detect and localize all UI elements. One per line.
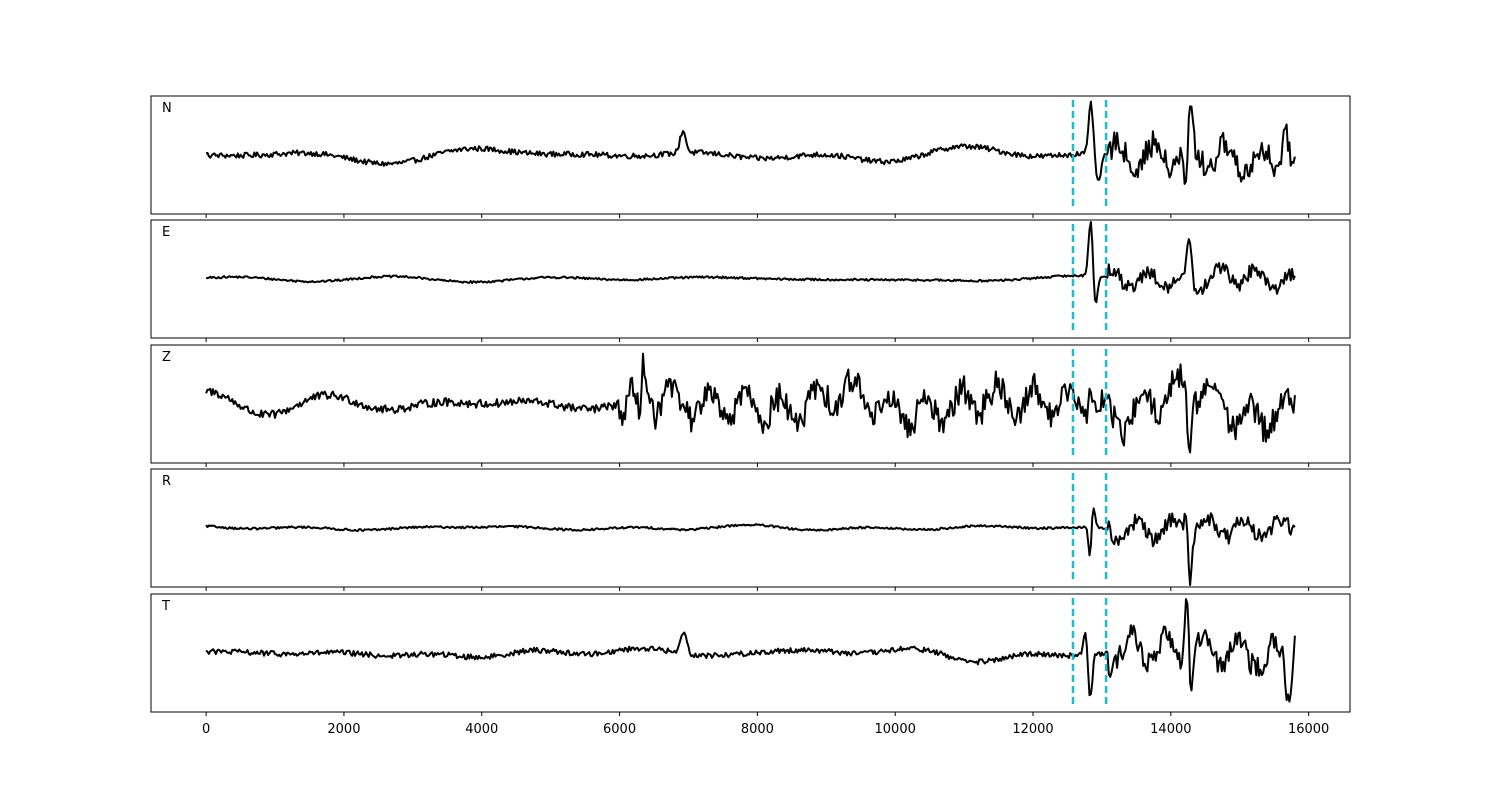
trace-line	[205, 507, 1296, 586]
x-tick-label: 8000	[741, 722, 774, 737]
x-axis: 0 2000 4000 6000 8000 10000 12000 14000 16000	[202, 722, 1329, 737]
x-tick-label: 12000	[1012, 722, 1053, 737]
panel-label: R	[162, 474, 171, 489]
x-tick-label: 4000	[465, 722, 498, 737]
x-tick-label: 2000	[327, 722, 360, 737]
panel-label: T	[161, 599, 170, 614]
panel-t: T	[150, 593, 1351, 716]
x-tick-label: 14000	[1150, 722, 1191, 737]
panel-frame	[150, 219, 1351, 339]
panel-z: Z	[150, 344, 1351, 467]
panel-n: N	[150, 95, 1351, 218]
panels-group: N E Z R T	[150, 95, 1351, 716]
trace-line	[205, 598, 1296, 703]
panel-r: R	[150, 468, 1351, 591]
panel-label: E	[162, 225, 170, 240]
trace-line	[205, 221, 1296, 304]
panel-label: Z	[162, 350, 171, 365]
trace-line	[205, 352, 1296, 454]
x-tick-label: 0	[202, 722, 210, 737]
panel-e: E	[150, 219, 1351, 342]
panel-frame	[150, 95, 1351, 215]
x-tick-label: 10000	[875, 722, 916, 737]
panel-frame	[150, 468, 1351, 588]
panel-label: N	[162, 101, 172, 116]
trace-line	[205, 100, 1296, 185]
x-tick-label: 16000	[1288, 722, 1329, 737]
panel-frame	[150, 593, 1351, 713]
panel-frame	[150, 344, 1351, 464]
x-tick-label: 6000	[603, 722, 636, 737]
